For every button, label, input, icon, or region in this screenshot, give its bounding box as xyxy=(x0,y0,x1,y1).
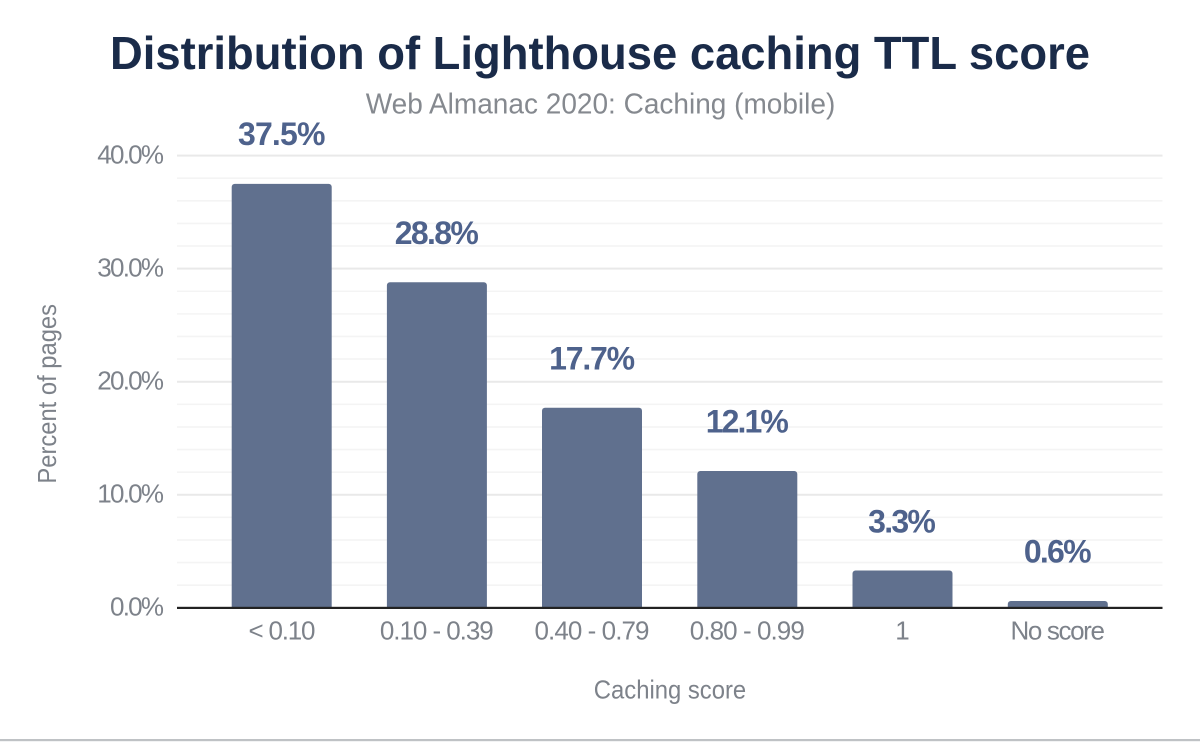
svg-text:12.1%: 12.1% xyxy=(706,404,789,440)
svg-text:3.3%: 3.3% xyxy=(868,504,936,540)
svg-text:0.80 - 0.99: 0.80 - 0.99 xyxy=(690,616,805,646)
svg-text:10.0%: 10.0% xyxy=(97,479,164,509)
svg-text:Caching score: Caching score xyxy=(594,675,746,705)
svg-text:No score: No score xyxy=(1010,616,1105,646)
svg-text:0.0%: 0.0% xyxy=(110,592,164,622)
svg-text:40.0%: 40.0% xyxy=(97,140,164,170)
svg-text:0.6%: 0.6% xyxy=(1024,533,1092,569)
svg-text:< 0.10: < 0.10 xyxy=(249,616,316,646)
svg-text:Percent of pages: Percent of pages xyxy=(32,304,62,484)
svg-text:28.8%: 28.8% xyxy=(395,215,479,251)
svg-text:30.0%: 30.0% xyxy=(97,253,164,283)
svg-text:0.40 - 0.79: 0.40 - 0.79 xyxy=(535,616,650,646)
svg-text:1: 1 xyxy=(895,616,909,646)
svg-text:37.5%: 37.5% xyxy=(238,116,326,152)
svg-text:0.10 - 0.39: 0.10 - 0.39 xyxy=(380,616,494,646)
svg-text:17.7%: 17.7% xyxy=(549,340,635,376)
svg-text:20.0%: 20.0% xyxy=(97,366,164,396)
svg-text:Web Almanac 2020: Caching (mob: Web Almanac 2020: Caching (mobile) xyxy=(366,88,836,120)
svg-text:Distribution of Lighthouse cac: Distribution of Lighthouse caching TTL s… xyxy=(110,27,1090,79)
